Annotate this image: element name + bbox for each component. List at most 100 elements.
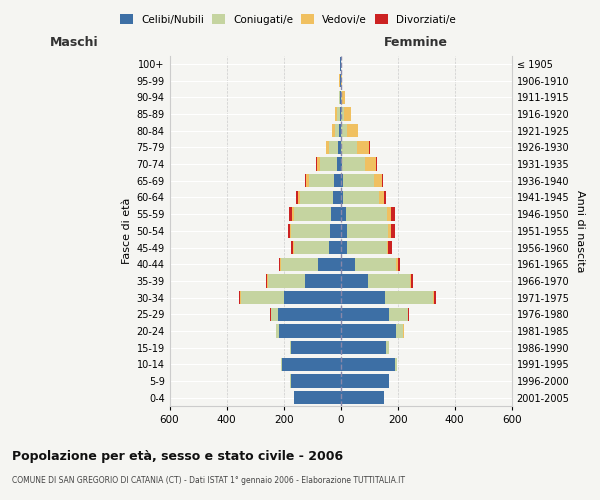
Bar [278, 308, 341, 321]
Bar [347, 124, 358, 138]
Bar [347, 241, 387, 254]
Bar [334, 174, 341, 188]
Bar [365, 158, 376, 171]
Bar [341, 191, 343, 204]
Bar [341, 358, 395, 371]
Bar [341, 141, 357, 154]
Bar [388, 224, 391, 237]
Bar [411, 274, 413, 287]
Bar [241, 291, 284, 304]
Text: Popolazione per età, sesso e stato civile - 2006: Popolazione per età, sesso e stato civil… [12, 450, 343, 463]
Bar [279, 258, 280, 271]
Bar [284, 291, 341, 304]
Bar [332, 191, 341, 204]
Bar [296, 191, 298, 204]
Bar [384, 191, 386, 204]
Bar [386, 341, 389, 354]
Bar [326, 141, 329, 154]
Bar [434, 291, 436, 304]
Bar [291, 224, 330, 237]
Bar [281, 358, 282, 371]
Bar [379, 191, 384, 204]
Y-axis label: Fasce di età: Fasce di età [122, 198, 132, 264]
Bar [277, 324, 280, 338]
Bar [357, 141, 369, 154]
Bar [289, 208, 292, 221]
Bar [398, 258, 400, 271]
Bar [355, 258, 396, 271]
Bar [343, 191, 379, 204]
Bar [391, 208, 395, 221]
Bar [341, 174, 343, 188]
Bar [395, 358, 397, 371]
Bar [330, 224, 341, 237]
Bar [318, 258, 341, 271]
Bar [389, 308, 407, 321]
Bar [385, 291, 433, 304]
Bar [341, 391, 384, 404]
Bar [329, 241, 341, 254]
Bar [338, 141, 341, 154]
Bar [332, 124, 335, 138]
Bar [344, 108, 351, 121]
Bar [320, 158, 337, 171]
Bar [298, 191, 300, 204]
Bar [293, 391, 341, 404]
Bar [305, 274, 341, 287]
Bar [341, 158, 342, 171]
Bar [335, 124, 340, 138]
Text: COMUNE DI SAN GREGORIO DI CATANIA (CT) - Dati ISTAT 1° gennaio 2006 - Elaborazio: COMUNE DI SAN GREGORIO DI CATANIA (CT) -… [12, 476, 405, 485]
Bar [305, 174, 307, 188]
Bar [341, 374, 389, 388]
Y-axis label: Anni di nascita: Anni di nascita [575, 190, 585, 272]
Bar [346, 208, 387, 221]
Bar [376, 158, 377, 171]
Bar [410, 274, 411, 287]
Bar [341, 324, 396, 338]
Bar [280, 324, 341, 338]
Bar [337, 158, 341, 171]
Bar [342, 90, 344, 104]
Bar [341, 108, 344, 121]
Bar [374, 174, 382, 188]
Bar [239, 291, 240, 304]
Bar [307, 174, 308, 188]
Bar [341, 291, 385, 304]
Text: Maschi: Maschi [49, 36, 98, 49]
Bar [288, 224, 290, 237]
Bar [293, 208, 331, 221]
Bar [331, 208, 341, 221]
Bar [282, 358, 341, 371]
Bar [396, 324, 403, 338]
Bar [317, 158, 320, 171]
Bar [347, 224, 388, 237]
Bar [341, 224, 347, 237]
Bar [342, 158, 365, 171]
Bar [387, 241, 388, 254]
Text: Femmine: Femmine [384, 36, 448, 49]
Bar [343, 174, 374, 188]
Bar [368, 274, 410, 287]
Bar [291, 341, 341, 354]
Bar [391, 224, 395, 237]
Bar [295, 241, 329, 254]
Bar [341, 308, 389, 321]
Bar [291, 241, 293, 254]
Legend: Celibi/Nubili, Coniugati/e, Vedovi/e, Divorziati/e: Celibi/Nubili, Coniugati/e, Vedovi/e, Di… [116, 10, 460, 29]
Bar [292, 208, 293, 221]
Bar [341, 74, 342, 88]
Bar [341, 241, 347, 254]
Bar [341, 208, 346, 221]
Bar [335, 108, 337, 121]
Bar [338, 90, 340, 104]
Bar [337, 108, 340, 121]
Bar [293, 241, 295, 254]
Bar [281, 258, 318, 271]
Bar [291, 374, 341, 388]
Bar [329, 141, 338, 154]
Bar [268, 274, 305, 287]
Bar [340, 124, 341, 138]
Bar [290, 224, 291, 237]
Bar [433, 291, 434, 304]
Bar [341, 124, 347, 138]
